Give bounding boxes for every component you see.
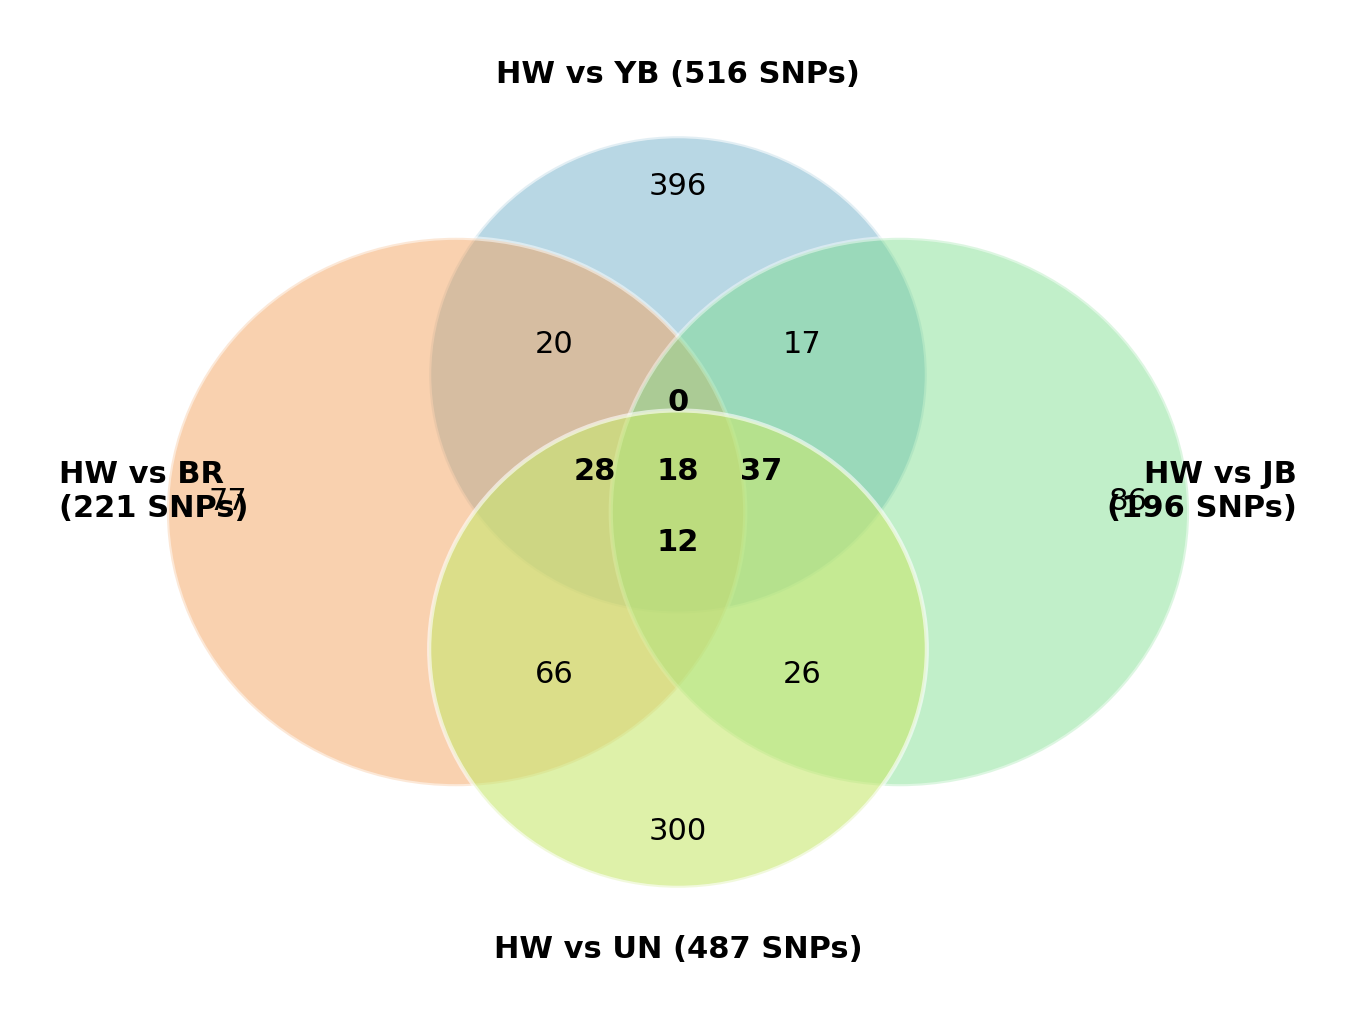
Text: 66: 66 [534, 660, 574, 689]
Ellipse shape [167, 238, 746, 786]
Text: 18: 18 [656, 457, 700, 485]
Text: 0: 0 [667, 388, 689, 417]
Text: 396: 396 [650, 172, 706, 202]
Text: 300: 300 [650, 817, 706, 847]
Text: HW vs BR
(221 SNPs): HW vs BR (221 SNPs) [60, 461, 248, 523]
Ellipse shape [430, 411, 926, 888]
Text: 12: 12 [656, 528, 700, 557]
Text: HW vs YB (516 SNPs): HW vs YB (516 SNPs) [496, 60, 860, 89]
Text: 86: 86 [1109, 487, 1149, 516]
Text: 37: 37 [740, 457, 782, 485]
Ellipse shape [610, 238, 1189, 786]
Text: 17: 17 [782, 330, 822, 359]
Text: 77: 77 [207, 487, 247, 516]
Text: 28: 28 [574, 457, 616, 485]
Ellipse shape [430, 136, 926, 613]
Text: HW vs JB
(196 SNPs): HW vs JB (196 SNPs) [1106, 461, 1296, 523]
Text: 26: 26 [782, 660, 822, 689]
Text: HW vs UN (487 SNPs): HW vs UN (487 SNPs) [494, 935, 862, 964]
Text: 20: 20 [534, 330, 574, 359]
